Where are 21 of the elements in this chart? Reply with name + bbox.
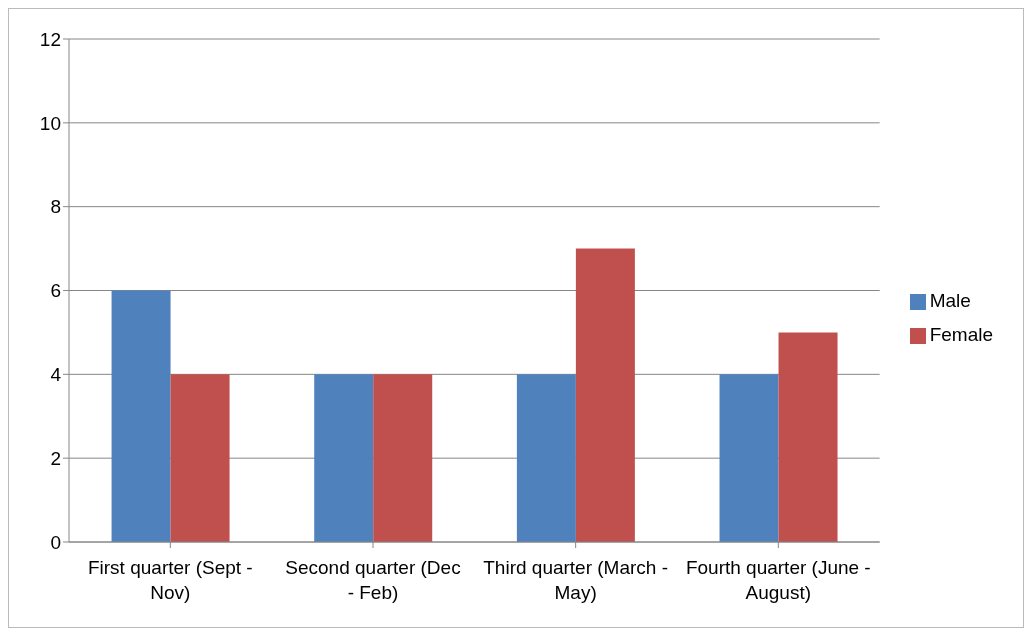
y-tick-label: 8	[50, 196, 61, 218]
x-tick-label: First quarter (Sept - Nov)	[87, 557, 253, 603]
bar	[373, 374, 433, 542]
legend-label: Female	[929, 324, 993, 345]
x-tick-label: Second quarter (Dec - Feb)	[285, 557, 461, 603]
x-tick-label: Third quarter (March - May)	[483, 557, 669, 603]
bar	[575, 248, 635, 542]
x-tick-label: Fourth quarter (June - August)	[685, 557, 871, 603]
y-tick-label: 0	[50, 531, 61, 553]
bar	[516, 374, 576, 542]
y-tick-label: 12	[39, 28, 61, 50]
y-tick-label: 6	[50, 280, 61, 302]
bar	[778, 332, 838, 542]
y-tick-label: 4	[50, 364, 62, 386]
legend-label: Male	[929, 290, 971, 311]
bar	[170, 374, 230, 542]
y-tick-label: 2	[50, 447, 61, 469]
bar	[314, 374, 374, 542]
y-tick-label: 10	[39, 112, 61, 134]
bar	[111, 290, 171, 542]
bar	[719, 374, 779, 542]
